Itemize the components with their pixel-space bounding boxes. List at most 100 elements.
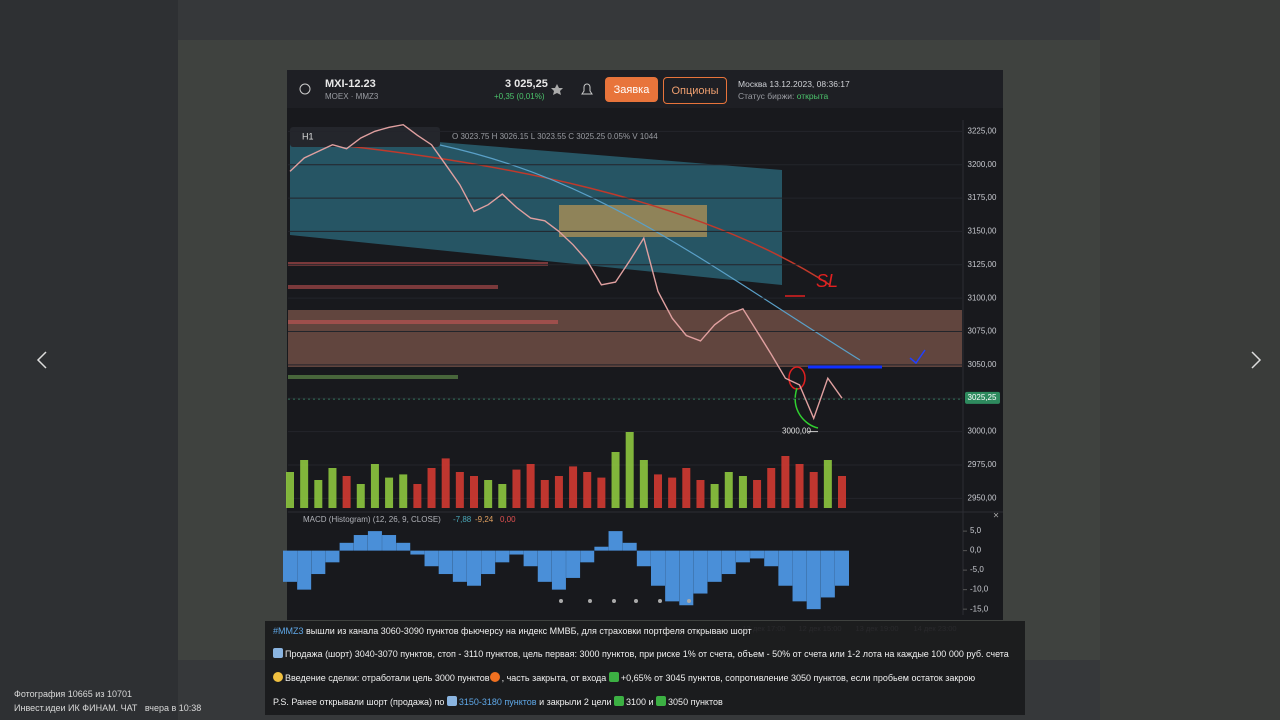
nav-button[interactable] bbox=[634, 599, 638, 603]
nav-button[interactable] bbox=[687, 599, 691, 603]
handwritten-note: SL bbox=[816, 271, 838, 291]
volume-profile bbox=[288, 320, 558, 324]
macd-bar bbox=[778, 550, 793, 586]
nav-button[interactable] bbox=[612, 599, 616, 603]
volume-bar bbox=[583, 472, 592, 508]
volume-bar bbox=[498, 484, 507, 508]
macd-value: -7,88 bbox=[453, 515, 472, 524]
check-drawing bbox=[909, 349, 926, 365]
y-tick-label: 3200,00 bbox=[968, 160, 997, 169]
macd-bar bbox=[651, 550, 665, 586]
y-tick-label: 3175,00 bbox=[968, 193, 997, 202]
nav-button[interactable] bbox=[658, 599, 662, 603]
caption-line: P.S. Ранее открывали шорт (продажа) по 3… bbox=[273, 696, 723, 708]
symbol: MXI-12.23 bbox=[325, 78, 376, 90]
status-label: Статус биржи: bbox=[738, 91, 795, 101]
resistance-zone bbox=[288, 310, 962, 367]
caption-link[interactable]: 3150-3180 пунктов bbox=[458, 697, 537, 707]
volume-bar bbox=[753, 480, 762, 508]
star-icon[interactable] bbox=[551, 84, 563, 95]
volume-bar bbox=[767, 468, 776, 508]
caption-text: Продажа (шорт) 3040-3070 пунктов, стоп -… bbox=[285, 649, 1009, 659]
volume-bar bbox=[455, 472, 464, 508]
macd-bar bbox=[580, 550, 595, 563]
y-tick-label: 3075,00 bbox=[968, 327, 997, 336]
nav-button[interactable] bbox=[559, 599, 563, 603]
macd-bar bbox=[806, 550, 821, 610]
hashtag[interactable]: #MMZ3 bbox=[273, 626, 304, 636]
y-tick-label: 3100,00 bbox=[968, 293, 997, 302]
volume-bar bbox=[526, 464, 535, 508]
volume-bar bbox=[512, 469, 521, 508]
volume-bar bbox=[738, 476, 747, 508]
volume-bar bbox=[413, 484, 422, 508]
volume-bar bbox=[314, 480, 323, 508]
chart-toolbar bbox=[290, 127, 440, 147]
macd-bar bbox=[509, 550, 524, 555]
emoji bbox=[273, 672, 283, 682]
macd-bar bbox=[693, 550, 708, 594]
volume-bar bbox=[724, 472, 733, 508]
macd-bar bbox=[622, 542, 637, 551]
price-line bbox=[289, 123, 843, 421]
volume-bar bbox=[470, 476, 478, 508]
order-button[interactable]: Заявка bbox=[605, 77, 658, 102]
volume-profile bbox=[288, 375, 458, 379]
emoji bbox=[446, 696, 457, 706]
y-tick-label: 3000,00 bbox=[968, 427, 997, 436]
timeframe[interactable]: H1 bbox=[302, 131, 314, 141]
macd-bar bbox=[325, 550, 340, 563]
chart: H1 O 3023.75 H 3026.15 L 3023.55 C 3025.… bbox=[283, 120, 1003, 633]
caption-text: 3100 и bbox=[625, 697, 657, 707]
options-button[interactable]: Опционы bbox=[663, 77, 727, 104]
emoji bbox=[613, 696, 624, 706]
macd-bar bbox=[594, 546, 609, 551]
nav-button[interactable] bbox=[588, 599, 592, 603]
change: +0,35 (0,01%) bbox=[494, 92, 545, 101]
volume-bar bbox=[484, 480, 493, 508]
macd-tick-label: 0,0 bbox=[970, 546, 982, 555]
exchange: MOEX · MMZ3 bbox=[325, 92, 379, 101]
emoji bbox=[489, 672, 500, 682]
next-arrow[interactable] bbox=[1251, 351, 1262, 369]
photo-time: вчера в 10:38 bbox=[144, 703, 202, 713]
prev-arrow[interactable] bbox=[36, 351, 47, 369]
macd-bar bbox=[566, 550, 581, 578]
macd-bar bbox=[750, 550, 765, 559]
caption-line: Продажа (шорт) 3040-3070 пунктов, стоп -… bbox=[273, 648, 1009, 660]
y-tick-label: 3150,00 bbox=[968, 227, 997, 236]
y-tick-label: 2975,00 bbox=[968, 460, 997, 469]
orange-zone bbox=[559, 205, 707, 237]
volume-bar bbox=[781, 456, 790, 508]
chat-name[interactable]: Инвест.идеи ИК ФИНАМ. ЧАТ bbox=[14, 703, 138, 713]
photo-source: Инвест.идеи ИК ФИНАМ. ЧАТ вчера в 10:38 bbox=[14, 703, 201, 713]
volume-bar bbox=[399, 474, 408, 508]
y-tick-label: 3125,00 bbox=[968, 260, 997, 269]
emoji bbox=[656, 696, 667, 706]
macd-tick-label: -5,0 bbox=[970, 565, 984, 574]
volume-bar bbox=[286, 472, 294, 508]
macd-bar bbox=[311, 550, 326, 575]
macd-bar bbox=[283, 550, 297, 582]
last-price-label: 3025,25 bbox=[968, 393, 997, 402]
caption: #MMZ3 вышли из канала 3060-3090 пунктов … bbox=[265, 621, 1025, 715]
status-value: открыта bbox=[796, 91, 829, 101]
caption-text: вышли из канала 3060-3090 пунктов фьючер… bbox=[303, 626, 752, 636]
close-pane[interactable]: × bbox=[993, 511, 999, 522]
volume-bar bbox=[654, 474, 662, 508]
macd-bar bbox=[452, 550, 467, 582]
volume-bar bbox=[427, 468, 436, 508]
caption-line: Введение сделки: отработали цель 3000 пу… bbox=[273, 672, 975, 684]
caption-text: P.S. Ранее открывали шорт (продажа) по bbox=[273, 697, 447, 707]
macd-bar bbox=[537, 550, 552, 582]
volume-profile bbox=[288, 262, 548, 266]
volume-bar bbox=[611, 452, 620, 508]
status: Статус биржи: открыта bbox=[738, 91, 828, 101]
search-icon[interactable] bbox=[299, 83, 311, 95]
macd-bar bbox=[665, 550, 680, 602]
bell-icon[interactable] bbox=[581, 83, 593, 95]
macd-bar bbox=[481, 550, 496, 575]
photo-counter: Фотография 10665 из 10701 bbox=[14, 689, 132, 699]
